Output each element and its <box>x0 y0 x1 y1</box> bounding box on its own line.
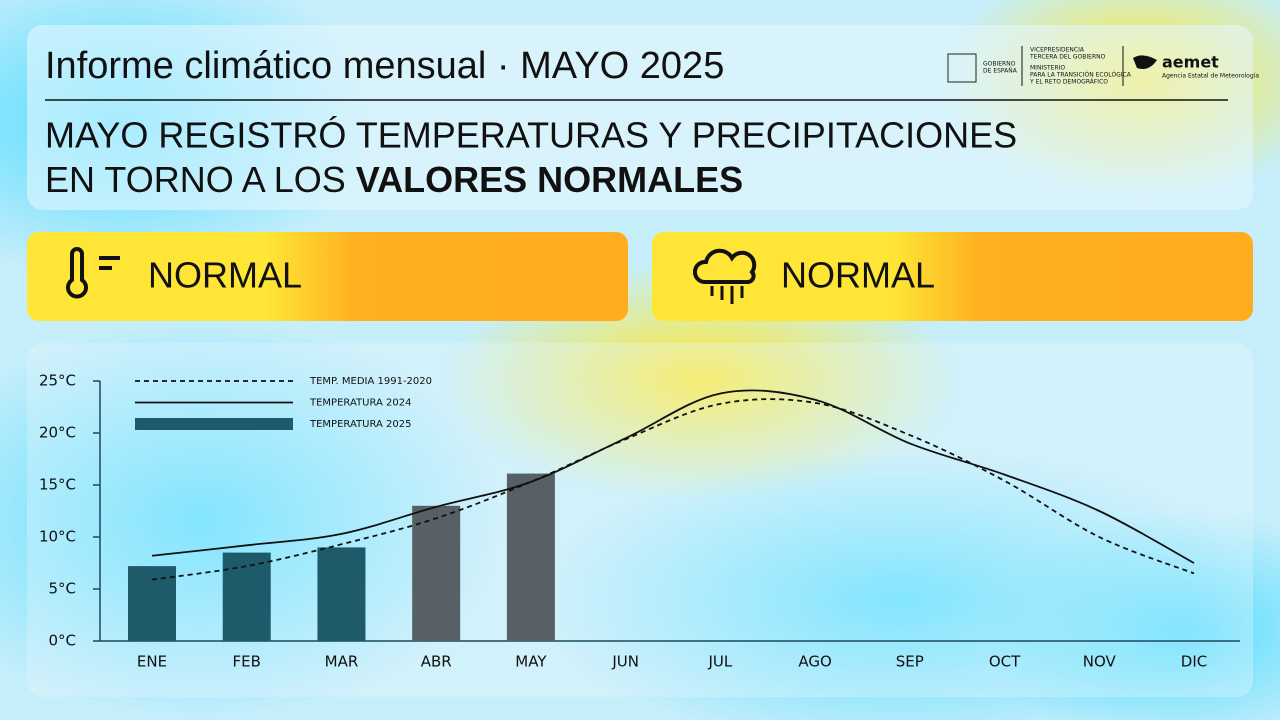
legend-label: TEMPERATURA 2025 <box>309 419 411 430</box>
x-tick-label: MAY <box>515 653 547 671</box>
bar <box>128 566 176 641</box>
legend-label: TEMPERATURA 2024 <box>309 398 411 409</box>
bar <box>317 547 366 641</box>
brand-sub: Agencia Estatal de Meteorología <box>1162 73 1259 80</box>
headline: MAYO REGISTRÓ TEMPERATURAS Y PRECIPITACI… <box>45 115 1017 156</box>
y-tick-label: 10°C <box>39 528 76 546</box>
ministry: VICEPRESIDENCIA <box>1030 47 1085 54</box>
y-tick-label: 5°C <box>48 580 76 598</box>
header-panel <box>27 25 1253 210</box>
gov-name: DE ESPAÑA <box>983 68 1018 75</box>
title: Informe climático mensual · MAYO 2025 <box>45 45 724 87</box>
x-tick-label: AGO <box>798 653 831 671</box>
bar <box>222 552 271 641</box>
y-tick-label: 0°C <box>48 632 76 650</box>
rain-icon <box>693 248 757 304</box>
headline: EN TORNO A LOS VALORES NORMALES <box>45 159 743 200</box>
blob <box>980 510 1280 720</box>
bar <box>412 505 461 641</box>
ministry: TERCERA DEL GOBIERNO <box>1029 54 1106 61</box>
y-tick-label: 25°C <box>39 372 76 390</box>
line <box>151 398 1195 581</box>
x-tick-label: SEP <box>896 653 924 671</box>
coat-of-arms <box>947 53 977 83</box>
ministry: PARA LA TRANSICIÓN ECOLÓGICA <box>1030 72 1132 79</box>
x-tick-label: JUN <box>611 653 639 671</box>
x-tick-label: MAR <box>325 653 359 671</box>
x-tick-label: JUL <box>707 653 732 671</box>
bar <box>506 473 555 641</box>
x-tick-label: ENE <box>137 653 167 671</box>
x-tick-label: ABR <box>421 653 452 671</box>
temperature-status: NORMAL <box>148 255 302 296</box>
logos: GOBIERNO DE ESPAÑA VICEPRESIDENCIA TERCE… <box>947 46 1259 86</box>
blob <box>0 320 500 720</box>
legend-swatch <box>135 418 293 430</box>
aemet-icon <box>1133 55 1157 69</box>
headline-bold: VALORES NORMALES <box>356 159 743 200</box>
gov-name: GOBIERNO <box>983 61 1016 68</box>
x-tick-label: DIC <box>1181 653 1207 671</box>
x-tick-label: OCT <box>989 653 1021 671</box>
temperature-card <box>27 232 628 321</box>
ministry: Y EL RETO DEMOGRÁFICO <box>1029 79 1108 86</box>
x-tick-label: FEB <box>233 653 261 671</box>
legend-label: TEMP. MEDIA 1991-2020 <box>309 376 432 387</box>
line <box>151 389 1195 564</box>
brand: aemet <box>1162 53 1219 72</box>
precipitation-status: NORMAL <box>781 255 935 296</box>
precipitation-card <box>652 232 1253 321</box>
thermometer-icon <box>66 247 120 299</box>
headline-plain: EN TORNO A LOS <box>45 159 356 200</box>
y-tick-label: 20°C <box>39 424 76 442</box>
ministry: MINISTERIO <box>1030 65 1065 72</box>
y-tick-label: 15°C <box>39 476 76 494</box>
x-tick-label: NOV <box>1083 653 1117 671</box>
